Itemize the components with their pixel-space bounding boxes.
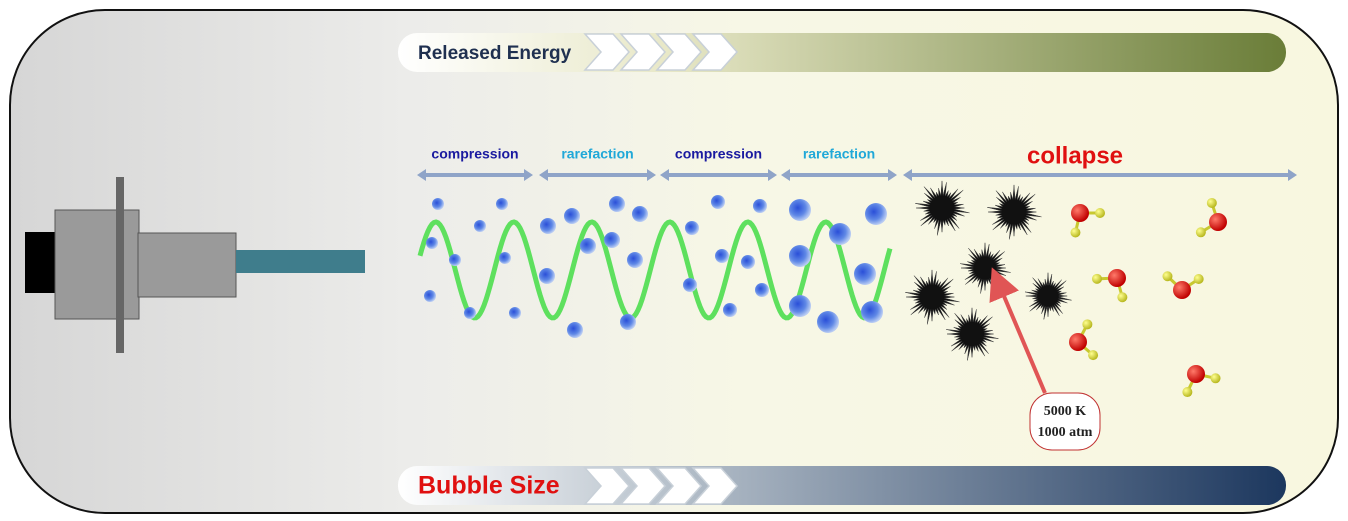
chevrons	[583, 33, 739, 505]
hydrogen	[1082, 319, 1093, 330]
callout-box	[1029, 392, 1101, 451]
collapsing-bubble	[905, 269, 960, 325]
bubble	[865, 203, 887, 225]
bubble	[685, 221, 699, 235]
callout-temperature: 5000 K	[1044, 404, 1087, 419]
phase-label: rarefaction	[561, 146, 633, 162]
bubble	[632, 206, 648, 222]
bubble	[789, 295, 811, 317]
bubble	[509, 307, 521, 319]
chevron	[655, 467, 703, 505]
bubbles	[424, 195, 887, 338]
bubble	[609, 196, 625, 212]
hydrogen	[1095, 208, 1105, 218]
hydrogen	[1088, 350, 1099, 361]
bubble	[755, 283, 769, 297]
bubble	[604, 232, 620, 248]
oxygen	[1173, 281, 1191, 299]
hydrogen	[1117, 292, 1128, 303]
hydrogen	[1193, 273, 1204, 284]
bubble	[829, 223, 851, 245]
hydrogen	[1182, 387, 1193, 398]
callout-arrow	[989, 267, 1047, 394]
oxygen	[1209, 213, 1227, 231]
bubble	[426, 237, 438, 249]
sound-wave	[417, 219, 893, 321]
bubble	[564, 208, 580, 224]
hydrogen	[1162, 271, 1173, 282]
hydrogen	[1206, 197, 1217, 208]
chevron	[583, 33, 631, 71]
bubble	[540, 218, 556, 234]
collapsing-bubble	[1024, 272, 1072, 320]
energy-label: Released Energy	[418, 43, 572, 64]
chevron	[619, 467, 667, 505]
bubble	[580, 238, 596, 254]
bubble	[723, 303, 737, 317]
bubble	[854, 263, 876, 285]
oxygen	[1071, 204, 1089, 222]
bubble	[741, 255, 755, 269]
oxygen	[1187, 365, 1205, 383]
bubble	[539, 268, 555, 284]
bubble	[474, 220, 486, 232]
collapse-label: collapse	[1027, 142, 1123, 169]
phase-arrows: compression rarefaction compression rarefac…	[417, 142, 1297, 181]
bubble	[620, 314, 636, 330]
chevron	[583, 467, 631, 505]
oxygen	[1108, 269, 1126, 287]
phase-label: compression	[431, 146, 518, 162]
bubble	[627, 252, 643, 268]
chevron	[691, 467, 739, 505]
bubble	[432, 198, 444, 210]
bubble	[424, 290, 436, 302]
hydrogen	[1195, 227, 1206, 238]
oxygen	[1069, 333, 1087, 351]
chevron	[655, 33, 703, 71]
bubble	[567, 322, 583, 338]
bubble-size-label: Bubble Size	[418, 472, 560, 500]
bubble	[861, 301, 883, 323]
chevron	[619, 33, 667, 71]
phase-label: compression	[675, 146, 762, 162]
callout-pressure: 1000 atm	[1038, 425, 1093, 440]
bubble	[464, 307, 476, 319]
bubble	[683, 278, 697, 292]
chevron	[691, 33, 739, 71]
collapsing-bubble	[915, 180, 970, 236]
bubble	[789, 245, 811, 267]
phase-label: rarefaction	[803, 146, 875, 162]
bubble	[753, 199, 767, 213]
collapsing-bubble	[987, 184, 1042, 240]
hydrogen	[1210, 373, 1221, 384]
bubble	[449, 254, 461, 266]
bubble	[789, 199, 811, 221]
sonicator-probe	[25, 177, 365, 353]
bubble	[711, 195, 725, 209]
bubble	[496, 198, 508, 210]
hydrogen	[1070, 227, 1081, 238]
water-molecules	[1069, 197, 1227, 398]
collapsing-bubble	[946, 307, 999, 361]
bubble	[715, 249, 729, 263]
frame	[9, 9, 1339, 514]
hydrogen	[1092, 273, 1103, 284]
bubble	[499, 252, 511, 264]
collapsing-bubbles	[905, 180, 1072, 361]
bubble	[817, 311, 839, 333]
